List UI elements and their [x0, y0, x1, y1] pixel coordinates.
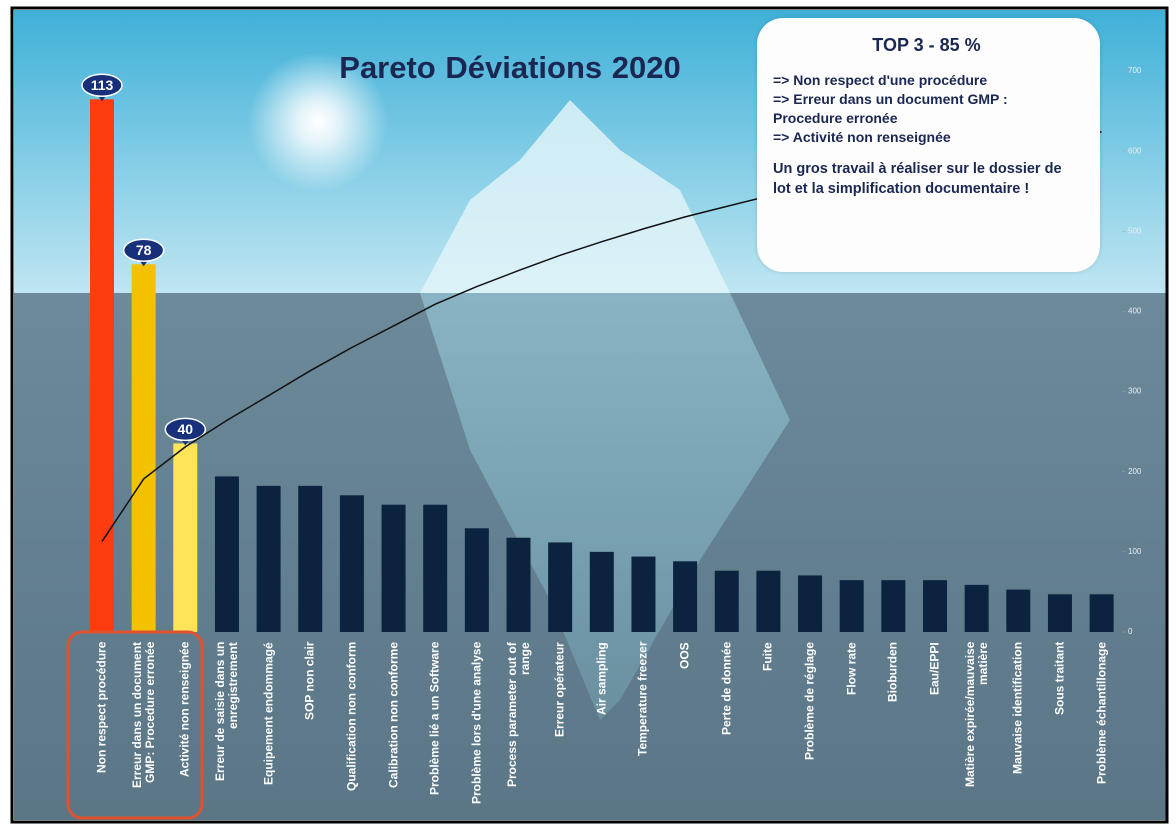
x-tick-label: Problème lors d'une analyse: [470, 642, 483, 814]
y2-tick-label: 200: [1128, 467, 1142, 476]
bar: [173, 443, 197, 632]
x-tick-label: Calibration non conforme: [387, 642, 400, 814]
annotation-line: => Non respect d'une procédure: [773, 71, 1080, 90]
annotation-title: TOP 3 - 85 %: [773, 36, 1080, 55]
x-tick-label: Problème de réglage: [804, 642, 817, 814]
bar: [1048, 594, 1072, 632]
bar: [631, 557, 655, 632]
y2-tick-label: 100: [1128, 547, 1142, 556]
bar: [298, 486, 322, 632]
x-tick-label: Problème lié a un Software: [429, 642, 442, 814]
bar: [423, 505, 447, 632]
bar: [507, 538, 531, 632]
y2-tick-label: 600: [1128, 146, 1142, 155]
bar: [465, 528, 489, 632]
bar: [1006, 590, 1030, 632]
y2-tick-label: 0: [1128, 627, 1133, 636]
x-tick-label: OOS: [679, 642, 692, 814]
bar: [923, 580, 947, 632]
bar: [1090, 594, 1114, 632]
x-tick-label: Qualification non conform: [345, 642, 358, 814]
x-tick-label: Equipement endommagé: [262, 642, 275, 814]
bar: [90, 99, 114, 632]
y2-tick-label: 400: [1128, 307, 1142, 316]
x-tick-label: Process parameter out of range: [506, 642, 532, 814]
x-tick-label: Erreur opérateur: [554, 642, 567, 814]
x-tick-label: Non respect procédure: [96, 642, 109, 814]
y2-tick-label: 700: [1128, 66, 1142, 75]
x-tick-label: Mauvaise identification: [1012, 642, 1025, 814]
annotation-line: => Activité non renseignée: [773, 128, 1080, 147]
x-tick-label: Perte de donnée: [720, 642, 733, 814]
x-tick-label: Flow rate: [845, 642, 858, 814]
chart-title: Pareto Déviations 2020: [330, 50, 690, 86]
bar: [881, 580, 905, 632]
screenshot: 0 100 200 300 400 500 600 700 113 78 40 Pareto Dév…: [0, 0, 1176, 829]
x-tick-label: Eau/EPPI: [929, 642, 942, 814]
data-label: 113: [91, 77, 114, 93]
x-tick-label: Matière expirée/mauvaise matière: [964, 642, 990, 814]
page: {"chart_data": { "type": "bar", "title":…: [0, 0, 1176, 829]
data-label: 78: [136, 242, 152, 258]
x-tick-label: Fuite: [762, 642, 775, 814]
x-tick-label: SOP non clair: [304, 642, 317, 814]
bar: [340, 495, 364, 632]
annotation-line: => Erreur dans un document GMP : Procedu…: [773, 90, 1080, 128]
x-tick-label: Problème échantillonage: [1095, 642, 1108, 814]
bar: [548, 542, 572, 632]
bar: [590, 552, 614, 632]
bar: [132, 264, 156, 632]
x-tick-label: Activité non renseignée: [179, 642, 192, 814]
x-tick-label: Sous traitant: [1053, 642, 1066, 814]
annotation-box: TOP 3 - 85 % => Non respect d'une procéd…: [757, 18, 1100, 272]
bar: [215, 476, 239, 632]
annotation-note: Un gros travail à réaliser sur le dossie…: [773, 159, 1080, 199]
x-tick-label: Temperature freezer: [637, 642, 650, 814]
y2-tick-label: 300: [1128, 387, 1142, 396]
bar: [257, 486, 281, 632]
bar: [756, 571, 780, 632]
x-tick-label: Bioburden: [887, 642, 900, 814]
bar: [965, 585, 989, 632]
bar: [715, 571, 739, 632]
y2-tick-label: 500: [1128, 226, 1142, 235]
bar: [798, 575, 822, 632]
x-tick-label: Erreur de saisie dans un enregistrement: [214, 642, 240, 814]
bar: [840, 580, 864, 632]
bar: [382, 505, 406, 632]
data-label: 40: [178, 421, 194, 437]
bar: [673, 561, 697, 632]
x-tick-label: Air sampling: [595, 642, 608, 814]
x-tick-label: Erreur dans un document GMP: Procedure e…: [131, 642, 157, 814]
